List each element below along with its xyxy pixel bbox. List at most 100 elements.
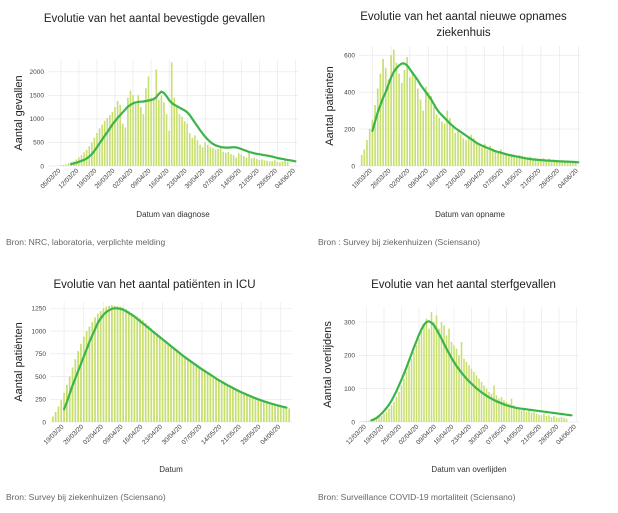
y-axis-label: Aantal patiënten <box>324 66 336 146</box>
bar <box>176 104 178 166</box>
y-tick-label: 500 <box>33 140 44 147</box>
bar <box>542 158 545 166</box>
bar <box>405 372 408 422</box>
chart-title: Evolutie van het aantal nieuwe opnames <box>360 11 567 23</box>
bar <box>414 77 416 166</box>
bar <box>212 375 215 422</box>
bar <box>168 130 170 166</box>
bar <box>555 417 558 422</box>
bar <box>443 123 446 166</box>
bar <box>565 418 568 422</box>
bar <box>274 160 276 166</box>
bar <box>403 70 406 166</box>
bar <box>411 73 414 166</box>
y-tick-label: 300 <box>344 319 355 326</box>
bar <box>271 404 274 422</box>
bar <box>366 140 368 166</box>
bar <box>134 103 137 166</box>
bar <box>258 159 261 166</box>
x-tick-label: 19/03/20 <box>43 423 66 446</box>
bar <box>253 157 255 166</box>
bar <box>132 95 134 166</box>
bar <box>125 309 127 422</box>
bar <box>212 148 214 166</box>
bar <box>266 160 268 166</box>
bar <box>475 142 478 166</box>
bar <box>489 145 491 166</box>
bar <box>152 97 155 166</box>
bar <box>488 392 490 422</box>
bar <box>288 408 291 422</box>
bar <box>191 137 194 166</box>
bar <box>534 157 537 166</box>
bar <box>130 312 133 422</box>
bar <box>365 421 368 422</box>
bar <box>201 147 204 166</box>
bar <box>420 332 423 422</box>
bar <box>525 412 528 422</box>
bar <box>98 128 101 166</box>
bar <box>186 123 188 166</box>
chart-confirmed-cases: Evolutie van het aantal bevestigde geval… <box>13 13 298 219</box>
bar <box>150 328 153 422</box>
bar <box>206 372 209 422</box>
chart-panel-deaths: Evolutie van het aantal sterfgevallen 0 10… <box>309 262 618 487</box>
bar <box>206 144 209 166</box>
bar <box>136 316 139 422</box>
bar <box>373 419 375 422</box>
bar <box>122 307 125 422</box>
y-tick-label: 600 <box>344 53 355 60</box>
y-tick-label: 1500 <box>30 93 45 100</box>
bar <box>184 357 186 422</box>
bar <box>465 362 468 422</box>
bar <box>380 416 383 422</box>
bar <box>403 378 405 422</box>
bar <box>237 390 240 422</box>
bar <box>415 345 418 422</box>
bar <box>440 322 443 422</box>
bar <box>443 325 445 422</box>
bar <box>503 400 505 422</box>
bar <box>459 134 462 166</box>
bar <box>251 397 254 422</box>
bar <box>74 359 77 422</box>
x-tick-label: 23/04/20 <box>141 423 164 446</box>
bar <box>483 143 486 166</box>
bar <box>505 153 507 166</box>
bar <box>240 154 243 166</box>
bar <box>114 107 116 166</box>
bar <box>60 165 62 166</box>
bar <box>455 348 458 422</box>
bar <box>473 372 475 422</box>
bar <box>261 159 263 166</box>
bar <box>172 349 175 422</box>
bar <box>558 160 561 166</box>
bar <box>102 308 105 422</box>
bar <box>217 149 219 166</box>
bar <box>545 416 548 422</box>
bar <box>209 373 212 422</box>
bar <box>181 354 184 422</box>
bar <box>528 410 530 422</box>
bar <box>121 123 124 166</box>
bar <box>286 161 289 166</box>
bar <box>518 408 520 422</box>
bar <box>446 110 449 166</box>
bar <box>284 160 286 166</box>
bar <box>82 336 85 422</box>
bar <box>428 328 430 422</box>
bar <box>156 333 158 422</box>
bar <box>433 322 435 422</box>
bar <box>383 414 385 422</box>
bar <box>387 79 390 166</box>
bar <box>564 161 566 166</box>
bar <box>507 154 510 166</box>
y-tick-label: 400 <box>344 89 355 96</box>
bar <box>250 158 253 166</box>
bar <box>445 335 448 422</box>
bar <box>548 415 550 422</box>
bar <box>368 129 371 166</box>
bar <box>553 416 555 422</box>
x-tick-label: 02/04/20 <box>82 423 105 446</box>
bar <box>119 306 122 422</box>
